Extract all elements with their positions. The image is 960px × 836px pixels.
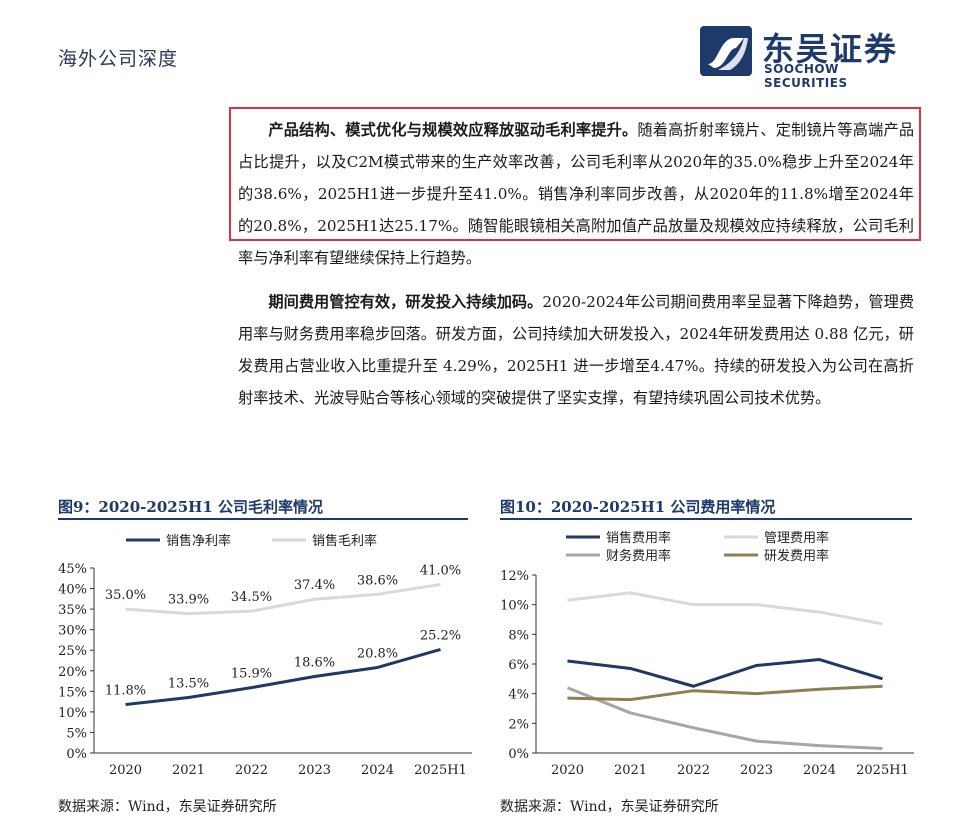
x-tick-label: 2020 <box>551 763 584 778</box>
y-tick-label: 10% <box>58 706 87 721</box>
y-tick-label: 0% <box>508 747 529 762</box>
series-line-0 <box>567 658 883 688</box>
y-tick-label: 20% <box>58 665 87 680</box>
logo-english-name: SOOCHOW SECURITIES <box>764 62 848 90</box>
y-tick-label: 15% <box>58 685 87 700</box>
figure-9-source: 数据来源：Wind，东吴证券研究所 <box>58 799 277 815</box>
y-tick-label: 35% <box>58 603 87 618</box>
logo-chinese-name: 东吴证券 <box>762 30 899 68</box>
gross-margin-chart: 0% 5% 10% 15% 20% 25% 30% 35% 40% 45% 2020 2021 2022… <box>58 533 472 778</box>
data-label: 37.4% <box>294 578 335 593</box>
paragraph-lead: 产品结构、模式优化与规模效应释放驱动毛利率提升。 <box>268 121 638 139</box>
y-tick-label: 40% <box>58 583 87 598</box>
paragraph-lead: 期间费用管控有效，研发投入持续加码。 <box>268 293 543 311</box>
series-line-1 <box>125 582 441 616</box>
y-tick-label: 8% <box>508 628 529 643</box>
data-label: 34.5% <box>231 590 272 605</box>
x-tick-label: 2021 <box>614 763 647 778</box>
series-line-0 <box>125 647 441 706</box>
y-tick-label: 10% <box>500 599 529 614</box>
legend-label: 销售净利率 <box>166 533 231 549</box>
y-tick-label: 4% <box>508 688 529 703</box>
paragraph-body: 2020-2024年公司期间费用率呈显著下降趋势，管理费用率与财务费用率稳步回落… <box>238 293 915 407</box>
header-section-title: 海外公司深度 <box>58 48 179 70</box>
paragraph-expenses: 期间费用管控有效，研发投入持续加码。2020-2024年公司期间费用率呈显著下降… <box>238 286 914 414</box>
y-tick-label: 6% <box>508 658 529 673</box>
x-tick-label: 2024 <box>361 763 394 778</box>
data-label: 41.0% <box>420 563 461 578</box>
series-line-3 <box>567 684 883 702</box>
soochow-logo: 东吴证券 SOOCHOW SECURITIES <box>700 24 920 90</box>
data-label: 33.9% <box>168 593 209 608</box>
highlight-box <box>229 107 921 241</box>
data-label: 13.5% <box>168 677 209 692</box>
data-label: 18.6% <box>294 656 335 671</box>
x-tick-label: 2022 <box>677 763 710 778</box>
legend-label: 销售费用率 <box>606 530 671 546</box>
logo-mark-icon <box>700 26 752 76</box>
data-label: 20.8% <box>357 646 398 661</box>
x-tick-label: 2025H1 <box>856 763 909 778</box>
x-tick-label: 2023 <box>298 763 331 778</box>
paragraph-gross-margin: 产品结构、模式优化与规模效应释放驱动毛利率提升。随着高折射率镜片、定制镜片等高端… <box>238 114 914 274</box>
y-tick-label: 25% <box>58 644 87 659</box>
data-label: 11.8% <box>105 683 146 698</box>
x-tick-label: 2022 <box>235 763 268 778</box>
y-tick-label: 45% <box>58 562 87 577</box>
x-tick-label: 2020 <box>109 763 142 778</box>
data-label: 38.6% <box>357 573 398 588</box>
y-tick-label: 5% <box>66 726 87 741</box>
legend-label: 销售毛利率 <box>312 533 377 549</box>
figure-10-title: 图10：2020-2025H1 公司费用率情况 <box>500 498 776 516</box>
data-label: 25.2% <box>420 628 461 643</box>
figure-9-title: 图9：2020-2025H1 公司毛利率情况 <box>58 498 323 516</box>
expense-ratio-chart: 0% 2% 4% 6% 8% 10% 12% 2020 2021 2022 2023 2024 2025… <box>500 530 914 778</box>
legend-label: 研发费用率 <box>764 548 829 564</box>
figure-9-rule <box>58 518 468 520</box>
series-line-2 <box>566 686 883 751</box>
figure-10-source: 数据来源：Wind，东吴证券研究所 <box>500 799 719 815</box>
paragraph-body: 随着高折射率镜片、定制镜片等高端产品占比提升，以及C2M模式带来的生产效率改善，… <box>238 121 915 267</box>
y-tick-label: 30% <box>58 624 87 639</box>
y-tick-label: 0% <box>66 747 87 762</box>
data-label: 15.9% <box>231 667 272 682</box>
x-tick-label: 2025H1 <box>414 763 467 778</box>
y-tick-label: 2% <box>508 717 529 732</box>
legend-label: 财务费用率 <box>606 548 671 564</box>
x-tick-label: 2023 <box>740 763 773 778</box>
figure-10-rule <box>500 518 912 520</box>
x-tick-label: 2024 <box>803 763 836 778</box>
x-tick-label: 2021 <box>172 763 205 778</box>
y-tick-label: 12% <box>500 569 529 584</box>
data-label: 35.0% <box>105 588 146 603</box>
series-line-1 <box>567 591 883 626</box>
legend-label: 管理费用率 <box>764 530 829 546</box>
